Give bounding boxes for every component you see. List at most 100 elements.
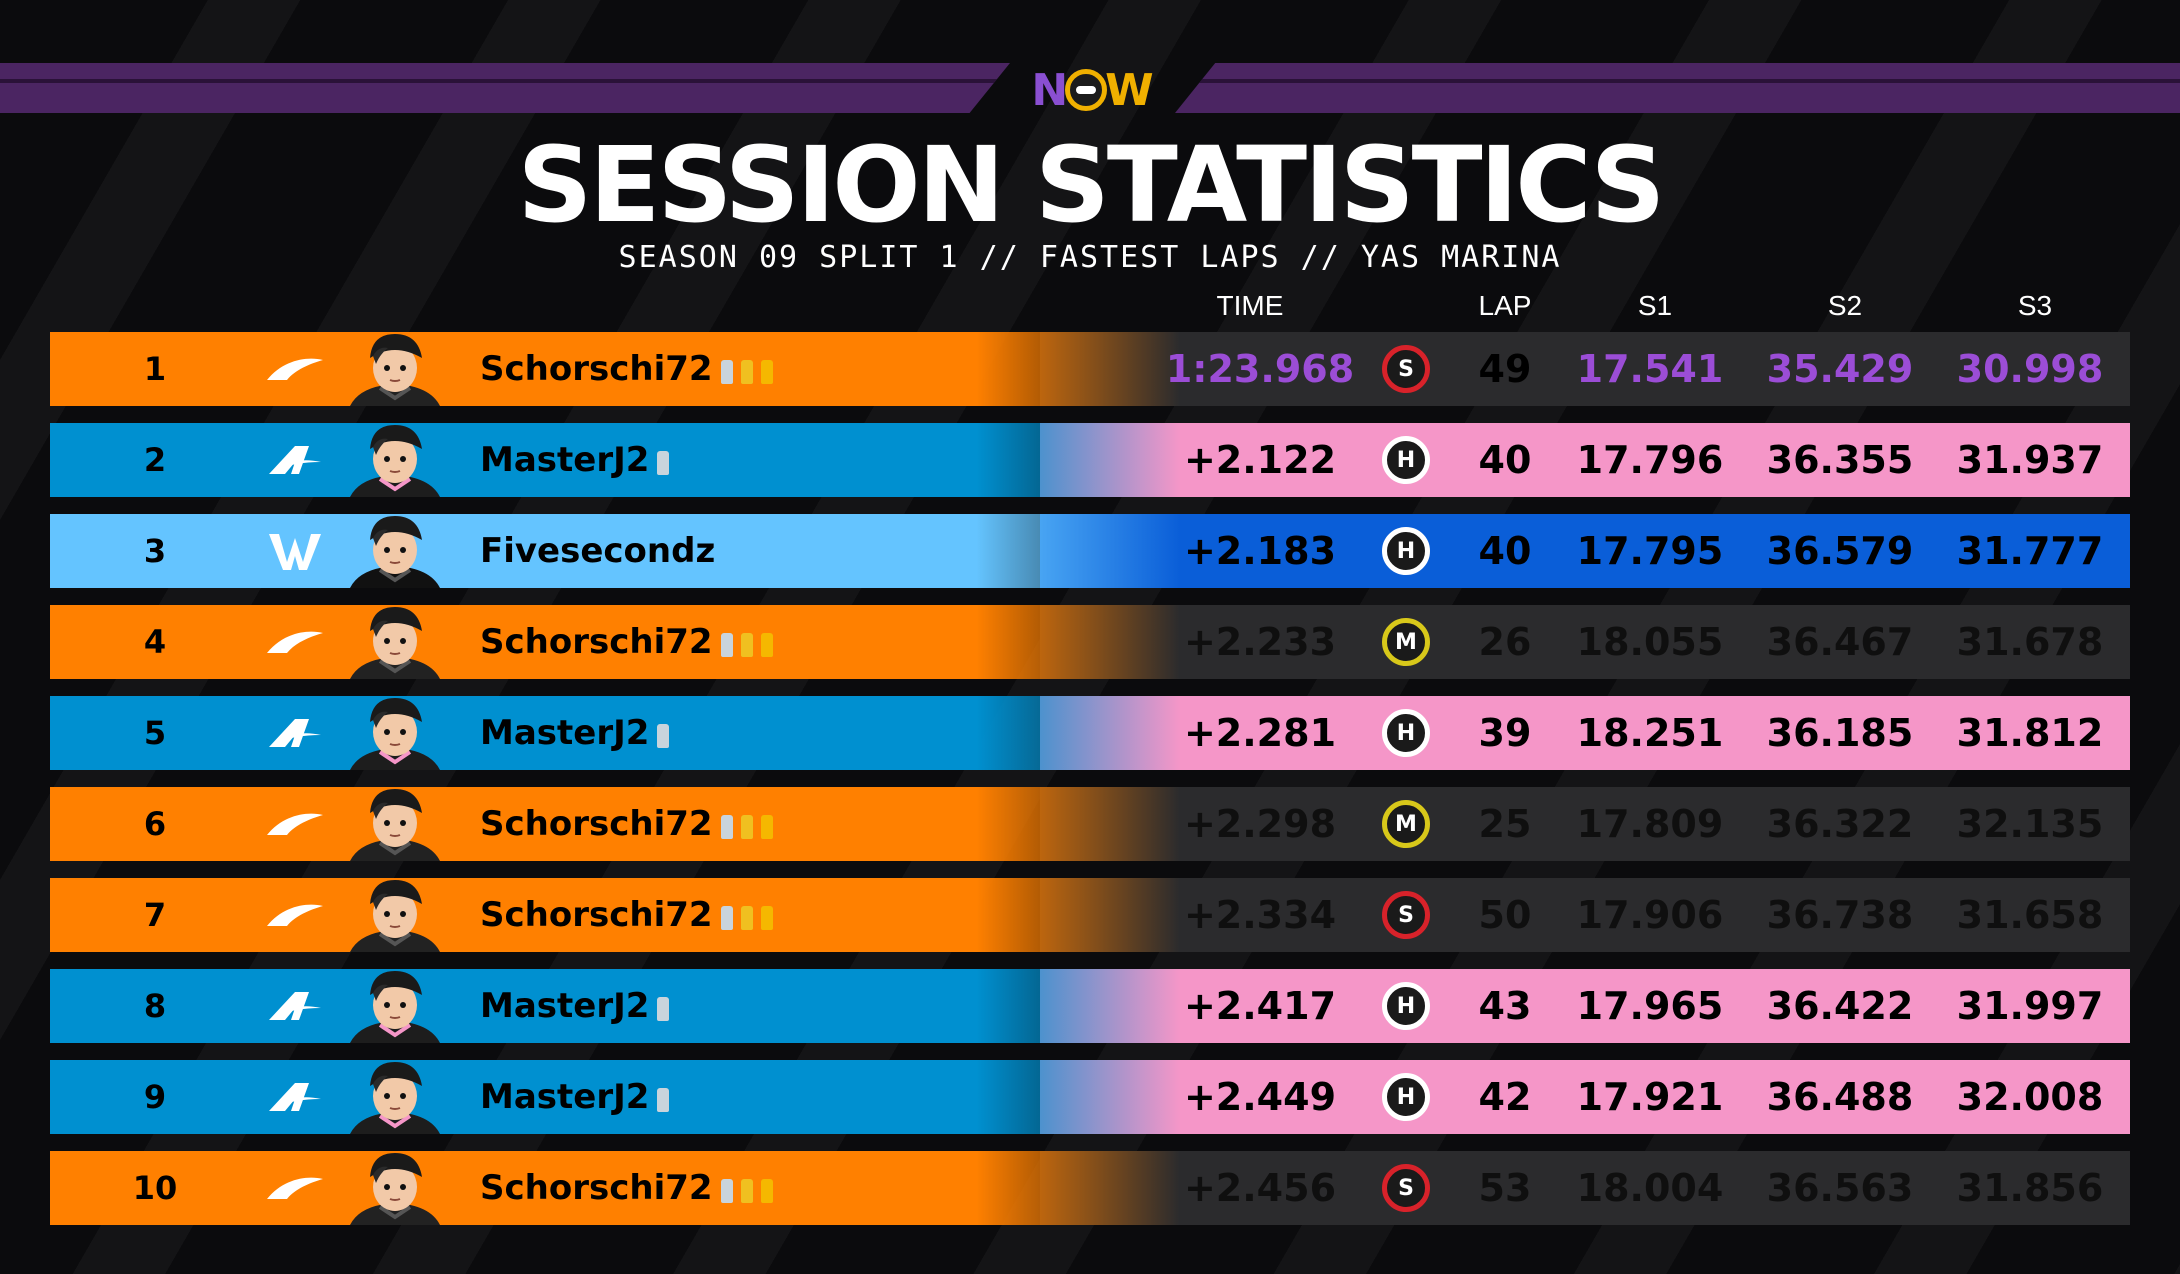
driver-name-cell: MasterJ2 <box>480 423 677 497</box>
driver-avatar <box>330 514 460 588</box>
driver-avatar <box>330 1151 460 1225</box>
lap-number: 49 <box>1478 347 1532 391</box>
tyre-compound-icon: M <box>1382 800 1430 848</box>
position-number: 6 <box>143 805 167 843</box>
silver-trophy-icon <box>657 1088 670 1112</box>
sector-3-time: 32.008 <box>1956 1075 2104 1119</box>
row-right-panel <box>1040 878 2130 952</box>
driver-name-cell: Schorschi72 <box>480 605 781 679</box>
tyre-compound-icon: S <box>1382 891 1430 939</box>
sector-2-time: 36.355 <box>1766 438 1914 482</box>
sector-1-time: 17.796 <box>1576 438 1724 482</box>
page-title: SESSION STATISTICS <box>517 124 1666 246</box>
alpine-logo-icon <box>255 979 335 1033</box>
sector-1-time: 17.921 <box>1576 1075 1724 1119</box>
position-number: 1 <box>143 350 167 388</box>
driver-avatar <box>330 1060 460 1134</box>
gold-trophy-icon <box>740 906 753 930</box>
mclaren-logo-icon <box>255 1161 335 1215</box>
table-row: 8 MasterJ2 +2.417 H 43 17.965 36.422 31.997 <box>50 969 2130 1043</box>
row-left-panel <box>50 1151 1180 1225</box>
driver-name: Schorschi72 <box>480 895 713 935</box>
lap-number: 39 <box>1478 711 1532 755</box>
mclaren-logo-icon <box>255 888 335 942</box>
gold-trophy-icon <box>740 360 753 384</box>
now-logo: N W <box>1031 64 1153 116</box>
sector-1-time: 18.251 <box>1576 711 1724 755</box>
sector-1-time: 18.055 <box>1576 620 1724 664</box>
column-header-s2: S2 <box>1827 290 1863 321</box>
sector-3-time: 31.937 <box>1956 438 2104 482</box>
sector-2-time: 36.579 <box>1766 529 1914 573</box>
driver-name-cell: Schorschi72 <box>480 332 781 406</box>
driver-name-cell: MasterJ2 <box>480 1060 677 1134</box>
driver-avatar <box>330 787 460 861</box>
sector-1-time: 17.809 <box>1576 802 1724 846</box>
tyre-compound-icon: M <box>1382 618 1430 666</box>
row-right-panel <box>1040 787 2130 861</box>
tyre-compound-icon: H <box>1382 436 1430 484</box>
lap-time: +2.449 <box>1183 1075 1337 1119</box>
row-left-panel <box>50 878 1180 952</box>
trophy-icons <box>720 1153 781 1226</box>
header-bar-left <box>0 63 1010 113</box>
sector-1-time: 17.795 <box>1576 529 1724 573</box>
tyre-compound-icon: S <box>1382 1164 1430 1212</box>
header-bar-right <box>1175 63 2180 113</box>
alpine-logo-icon <box>255 433 335 487</box>
table-row: 10 Schorschi72 +2.456 S 53 18.004 36.563 31.856 <box>50 1151 2130 1225</box>
page-subtitle: SEASON 09 SPLIT 1 // FASTEST LAPS // YAS… <box>618 240 1562 275</box>
position-number: 10 <box>132 1169 178 1207</box>
gold-star-trophy-icon <box>760 906 773 930</box>
gold-star-trophy-icon <box>760 815 773 839</box>
row-right-panel <box>1040 969 2130 1043</box>
sector-2-time: 36.422 <box>1766 984 1914 1028</box>
table-row: 4 Schorschi72 +2.233 M 26 18.055 36.467 31.678 <box>50 605 2130 679</box>
row-left-panel <box>50 696 1180 770</box>
driver-avatar <box>330 969 460 1043</box>
sector-2-time: 36.322 <box>1766 802 1914 846</box>
table-row: 7 Schorschi72 +2.334 S 50 17.906 36.738 31.658 <box>50 878 2130 952</box>
driver-name-cell: MasterJ2 <box>480 969 677 1043</box>
silver-trophy-icon <box>720 1179 733 1203</box>
position-number: 7 <box>143 896 167 934</box>
trophy-icons <box>657 1062 677 1135</box>
silver-trophy-icon <box>657 451 670 475</box>
row-left-panel <box>50 969 1180 1043</box>
sector-3-time: 31.997 <box>1956 984 2104 1028</box>
gold-star-trophy-icon <box>760 1179 773 1203</box>
sector-3-time: 31.678 <box>1956 620 2104 664</box>
lap-time: 1:23.968 <box>1165 347 1355 391</box>
lap-number: 40 <box>1478 438 1532 482</box>
tyre-compound-icon: S <box>1382 345 1430 393</box>
mclaren-logo-icon <box>255 342 335 396</box>
row-left-panel <box>50 605 1180 679</box>
driver-name: MasterJ2 <box>480 713 650 753</box>
driver-name-cell: Schorschi72 <box>480 1151 781 1225</box>
silver-trophy-icon <box>720 633 733 657</box>
sector-1-time: 17.541 <box>1576 347 1724 391</box>
column-header-lap: LAP <box>1478 290 1532 321</box>
position-number: 3 <box>143 532 167 570</box>
lap-time: +2.298 <box>1183 802 1337 846</box>
lap-time: +2.456 <box>1183 1166 1337 1210</box>
row-right-panel <box>1040 605 2130 679</box>
silver-trophy-icon <box>720 906 733 930</box>
row-right-panel <box>1040 514 2130 588</box>
column-header-time: TIME <box>1216 290 1284 321</box>
tyre-compound-icon: H <box>1382 527 1430 575</box>
tyre-compound-icon: H <box>1382 982 1430 1030</box>
sector-3-time: 31.777 <box>1956 529 2104 573</box>
sector-1-time: 17.965 <box>1576 984 1724 1028</box>
row-left-panel <box>50 1060 1180 1134</box>
sector-3-time: 31.812 <box>1956 711 2104 755</box>
row-right-panel <box>1040 332 2130 406</box>
driver-name-cell: Schorschi72 <box>480 878 781 952</box>
driver-name-cell: Fivesecondz <box>480 514 715 588</box>
row-right-panel <box>1040 1151 2130 1225</box>
column-header-s3: S3 <box>2017 290 2053 321</box>
row-right-panel <box>1040 423 2130 497</box>
row-left-panel <box>50 423 1180 497</box>
silver-trophy-icon <box>720 360 733 384</box>
table-row: 1 Schorschi72 1:23.968 S 49 17.541 35.429 30.99… <box>50 332 2130 406</box>
